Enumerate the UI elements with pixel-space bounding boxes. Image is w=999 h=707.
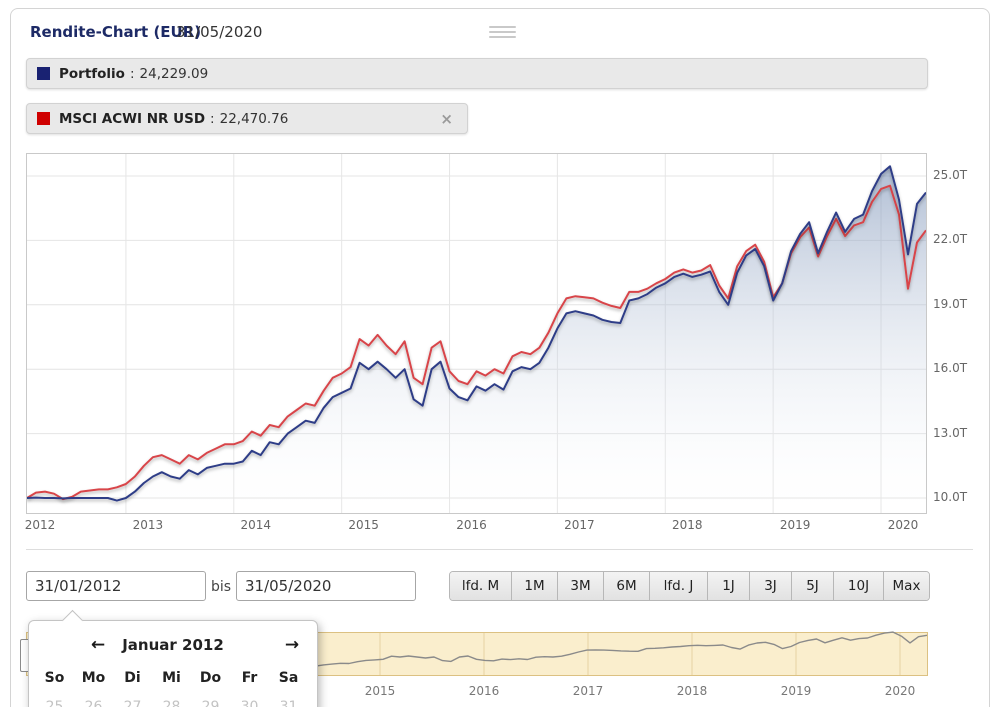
main-chart-svg[interactable] <box>26 154 927 514</box>
portfolio-label: Portfolio <box>59 65 125 82</box>
x-axis-label: 2012 <box>24 518 56 532</box>
y-axis-label: 10.0T <box>933 490 968 504</box>
calendar-day-25[interactable]: 25 <box>45 699 64 707</box>
range-button-lfd-j[interactable]: lfd. J <box>650 572 708 600</box>
range-button-1m[interactable]: 1M <box>512 572 558 600</box>
date-to-input[interactable] <box>236 571 416 601</box>
y-axis-label: 19.0T <box>933 296 968 311</box>
calendar-day-26[interactable]: 26 <box>84 699 103 707</box>
y-axis-label: 13.0T <box>933 425 968 440</box>
calendar-day-29[interactable]: 29 <box>201 699 220 707</box>
datepicker-popup: ← Januar 2012 → So Mo Di Mi Do Fr Sa 25 26 27 28 2… <box>28 609 318 707</box>
y-axis-label: 25.0T <box>933 167 968 182</box>
range-button-lfd-m[interactable]: lfd. M <box>450 572 512 600</box>
bis-label: bis <box>211 579 232 595</box>
x-axis-label: 2013 <box>132 518 164 532</box>
y-axis-label: 16.0T <box>933 361 968 376</box>
navigator-year-label: 2019 <box>780 684 812 698</box>
y-axis-label: 22.0T <box>933 232 968 247</box>
separator: : <box>129 65 135 82</box>
datepicker-title: Januar 2012 <box>122 636 224 654</box>
day-header-sa: Sa <box>278 670 299 686</box>
page-title: Rendite-Chart (EUR) <box>30 23 202 41</box>
x-axis-label: 2016 <box>456 518 487 532</box>
day-header-fr: Fr <box>241 670 258 686</box>
portfolio-line <box>26 165 927 502</box>
legend-pill-benchmark[interactable]: MSCI ACWI NR USD : 22,470.76 × <box>26 103 468 134</box>
drag-handle-icon[interactable] <box>489 26 516 41</box>
benchmark-value: 22,470.76 <box>219 110 289 127</box>
benchmark-label: MSCI ACWI NR USD <box>59 110 206 127</box>
portfolio-color-swatch <box>37 67 50 80</box>
chart-plot-area[interactable] <box>26 153 927 514</box>
day-header-mi: Mi <box>162 670 181 686</box>
navigator-year-label: 2018 <box>676 684 708 698</box>
range-button-max[interactable]: Max <box>884 572 929 600</box>
divider <box>26 549 973 550</box>
x-axis-label: 2018 <box>671 518 703 532</box>
legend-pill-portfolio[interactable]: Portfolio : 24,229.09 <box>26 58 928 89</box>
range-button-10j[interactable]: 10J <box>834 572 884 600</box>
date-from-input[interactable] <box>26 571 206 601</box>
day-header-do: Do <box>199 670 222 686</box>
benchmark-color-swatch <box>37 112 50 125</box>
day-header-di: Di <box>124 670 141 686</box>
navigator-year-label: 2016 <box>468 684 500 698</box>
separator: : <box>210 110 215 127</box>
prev-month-button[interactable]: ← <box>90 635 106 655</box>
x-axis-label: 2019 <box>779 518 811 532</box>
range-button-3m[interactable]: 3M <box>558 572 604 600</box>
navigator-year-label: 2015 <box>364 684 396 698</box>
range-button-3j[interactable]: 3J <box>750 572 792 600</box>
range-button-5j[interactable]: 5J <box>792 572 834 600</box>
x-axis-label: 2015 <box>348 518 379 532</box>
day-header-mo: Mo <box>81 670 106 686</box>
calendar-day-27[interactable]: 27 <box>123 699 142 707</box>
calendar-date-row: 25 26 27 28 29 30 31 <box>35 699 308 707</box>
range-button-6m[interactable]: 6M <box>604 572 650 600</box>
navigator-year-label: 2017 <box>572 684 604 698</box>
next-month-button[interactable]: → <box>284 635 300 655</box>
calendar-day-31[interactable]: 31 <box>279 699 298 707</box>
x-axis-label: 2017 <box>564 518 595 532</box>
range-button-group: lfd. M 1M 3M 6M lfd. J 1J 3J 5J 10J Max <box>449 571 930 601</box>
x-axis-label: 2020 <box>887 518 919 532</box>
navigator-year-label: 2020 <box>884 684 916 698</box>
portfolio-value: 24,229.09 <box>139 65 209 82</box>
calendar-day-30[interactable]: 30 <box>240 699 259 707</box>
range-button-1j[interactable]: 1J <box>708 572 750 600</box>
x-axis-label: 2014 <box>240 518 272 532</box>
close-icon[interactable]: × <box>440 109 453 128</box>
calendar-day-28[interactable]: 28 <box>162 699 181 707</box>
day-header-row: So Mo Di Mi Do Fr Sa <box>35 670 308 686</box>
day-header-so: So <box>44 670 65 686</box>
header-date: 31/05/2020 <box>176 23 263 41</box>
